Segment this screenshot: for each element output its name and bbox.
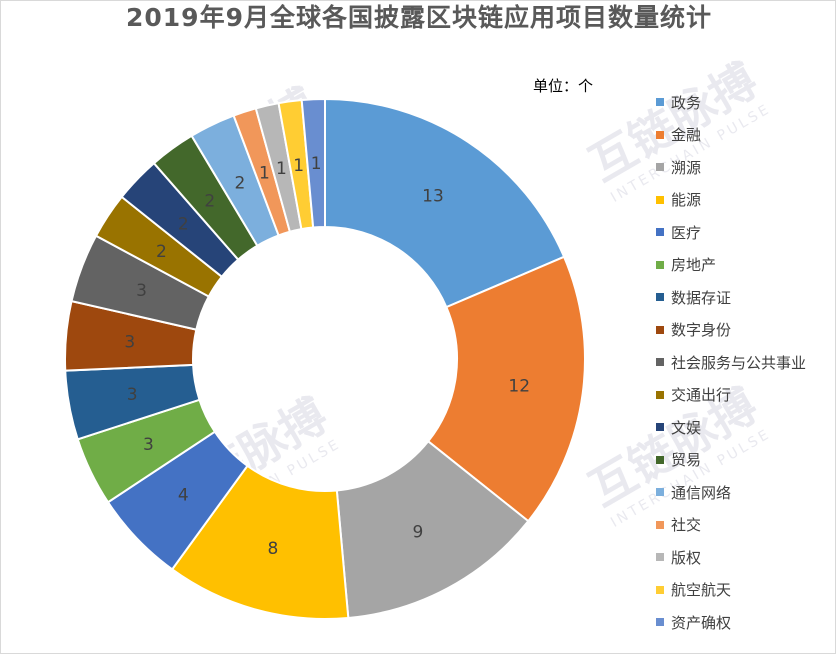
legend-swatch [656, 228, 664, 237]
legend-label: 通信网络 [671, 483, 732, 502]
legend-swatch [656, 618, 664, 627]
legend-label: 能源 [671, 191, 702, 210]
legend-swatch [656, 390, 664, 399]
legend-item-5: 医疗 [656, 216, 806, 249]
data-label-9: 3 [136, 281, 147, 301]
legend-item-11: 文娱 [656, 411, 806, 444]
chart-title: 2019年9月全球各国披露区块链应用项目数量统计 [126, 3, 712, 32]
legend-label: 贸易 [671, 451, 702, 470]
legend-swatch [656, 488, 664, 497]
unit-label: 单位：个 [533, 77, 594, 95]
data-label-5: 4 [178, 485, 189, 505]
legend-label: 溯源 [671, 158, 702, 177]
legend-item-9: 社会服务与公共事业 [656, 346, 806, 379]
legend-item-1: 政务 [656, 86, 806, 119]
data-label-1: 13 [422, 186, 444, 206]
legend-label: 资产确权 [671, 613, 732, 632]
legend-label: 航空航天 [671, 581, 732, 600]
data-label-7: 3 [127, 385, 138, 405]
legend-swatch [656, 293, 664, 302]
data-label-12: 2 [204, 191, 215, 211]
legend-item-7: 数据存证 [656, 281, 806, 314]
legend-label: 金融 [671, 126, 702, 145]
legend-swatch [656, 520, 664, 529]
legend-item-4: 能源 [656, 184, 806, 217]
data-label-3: 9 [412, 523, 423, 543]
legend-swatch [656, 163, 664, 172]
legend-item-16: 航空航天 [656, 574, 806, 607]
legend-label: 政务 [671, 93, 702, 112]
legend-swatch [656, 358, 664, 367]
legend-item-14: 社交 [656, 509, 806, 542]
legend-item-10: 交通出行 [656, 379, 806, 412]
legend-label: 社会服务与公共事业 [671, 353, 807, 372]
legend-label: 社交 [671, 516, 702, 535]
legend-item-12: 贸易 [656, 444, 806, 477]
legend-label: 医疗 [671, 223, 702, 242]
legend-item-3: 溯源 [656, 151, 806, 184]
data-label-13: 2 [235, 173, 246, 193]
legend-swatch [656, 553, 664, 562]
legend-item-15: 版权 [656, 541, 806, 574]
slice-17 [300, 97, 326, 229]
slice-2 [426, 255, 586, 523]
legend-label: 数据存证 [671, 288, 732, 307]
legend-label: 文娱 [671, 418, 702, 437]
data-label-17: 1 [311, 154, 322, 174]
data-label-15: 1 [276, 159, 287, 179]
data-label-6: 3 [143, 435, 154, 455]
data-label-11: 2 [178, 215, 189, 235]
data-label-4: 8 [267, 539, 278, 559]
legend-item-17: 资产确权 [656, 606, 806, 639]
data-label-2: 12 [508, 376, 530, 396]
legend-item-13: 通信网络 [656, 476, 806, 509]
legend-swatch [656, 423, 664, 432]
legend-swatch [656, 130, 664, 139]
legend-swatch [656, 98, 664, 107]
legend-item-8: 数字身份 [656, 314, 806, 347]
legend-swatch [656, 585, 664, 594]
legend-label: 交通出行 [671, 386, 732, 405]
data-label-16: 1 [293, 156, 304, 176]
data-label-8: 3 [124, 332, 135, 352]
legend-swatch [656, 455, 664, 464]
legend-swatch [656, 325, 664, 334]
legend-swatch [656, 260, 664, 269]
legend-label: 数字身份 [671, 321, 732, 340]
legend-label: 版权 [671, 548, 702, 567]
legend-item-6: 房地产 [656, 249, 806, 282]
data-label-10: 2 [156, 242, 167, 262]
legend-label: 房地产 [671, 256, 717, 275]
legend-swatch [656, 195, 664, 204]
chart-legend: 政务金融溯源能源医疗房地产数据存证数字身份社会服务与公共事业 交通出行文娱贸易通信… [656, 86, 806, 639]
slice-1 [324, 97, 566, 309]
data-label-14: 1 [259, 164, 270, 184]
legend-item-2: 金融 [656, 119, 806, 152]
